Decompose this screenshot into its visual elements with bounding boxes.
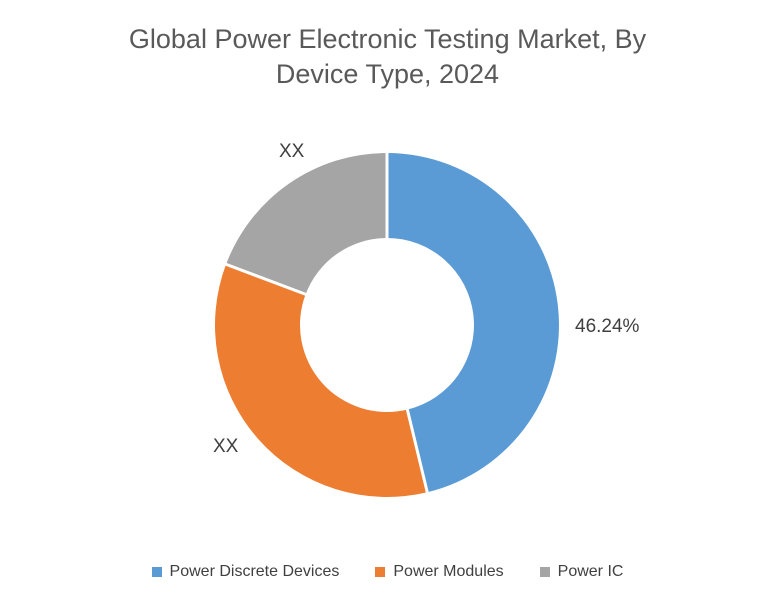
slice-label-power-discrete-devices: 46.24% <box>575 316 640 337</box>
chart-title-line1: Global Power Electronic Testing Market, … <box>128 24 647 54</box>
slice-power-modules <box>215 264 428 497</box>
legend-item-power-discrete-devices: Power Discrete Devices <box>151 563 340 581</box>
chart-title: Global Power Electronic Testing Market, … <box>0 22 775 92</box>
legend-swatch-power-ic <box>539 567 550 577</box>
slice-power-discrete-devices <box>387 153 559 493</box>
chart-title-line2: Device Type, 2024 <box>275 59 500 89</box>
legend-label-power-modules: Power Modules <box>393 563 504 580</box>
slice-divider <box>405 407 430 495</box>
legend-item-power-ic: Power IC <box>539 563 624 581</box>
legend-item-power-modules: Power Modules <box>375 563 504 581</box>
slice-power-ic <box>226 153 387 295</box>
legend-swatch-power-discrete-devices <box>151 567 162 577</box>
slice-label-power-ic: XX <box>279 141 305 162</box>
slice-label-power-modules: XX <box>213 436 239 457</box>
legend-label-power-ic: Power IC <box>557 563 624 580</box>
legend: Power Discrete Devices Power Modules Pow… <box>0 563 775 581</box>
legend-label-power-discrete-devices: Power Discrete Devices <box>169 563 340 580</box>
legend-swatch-power-modules <box>375 567 386 577</box>
slice-divider <box>223 262 308 297</box>
